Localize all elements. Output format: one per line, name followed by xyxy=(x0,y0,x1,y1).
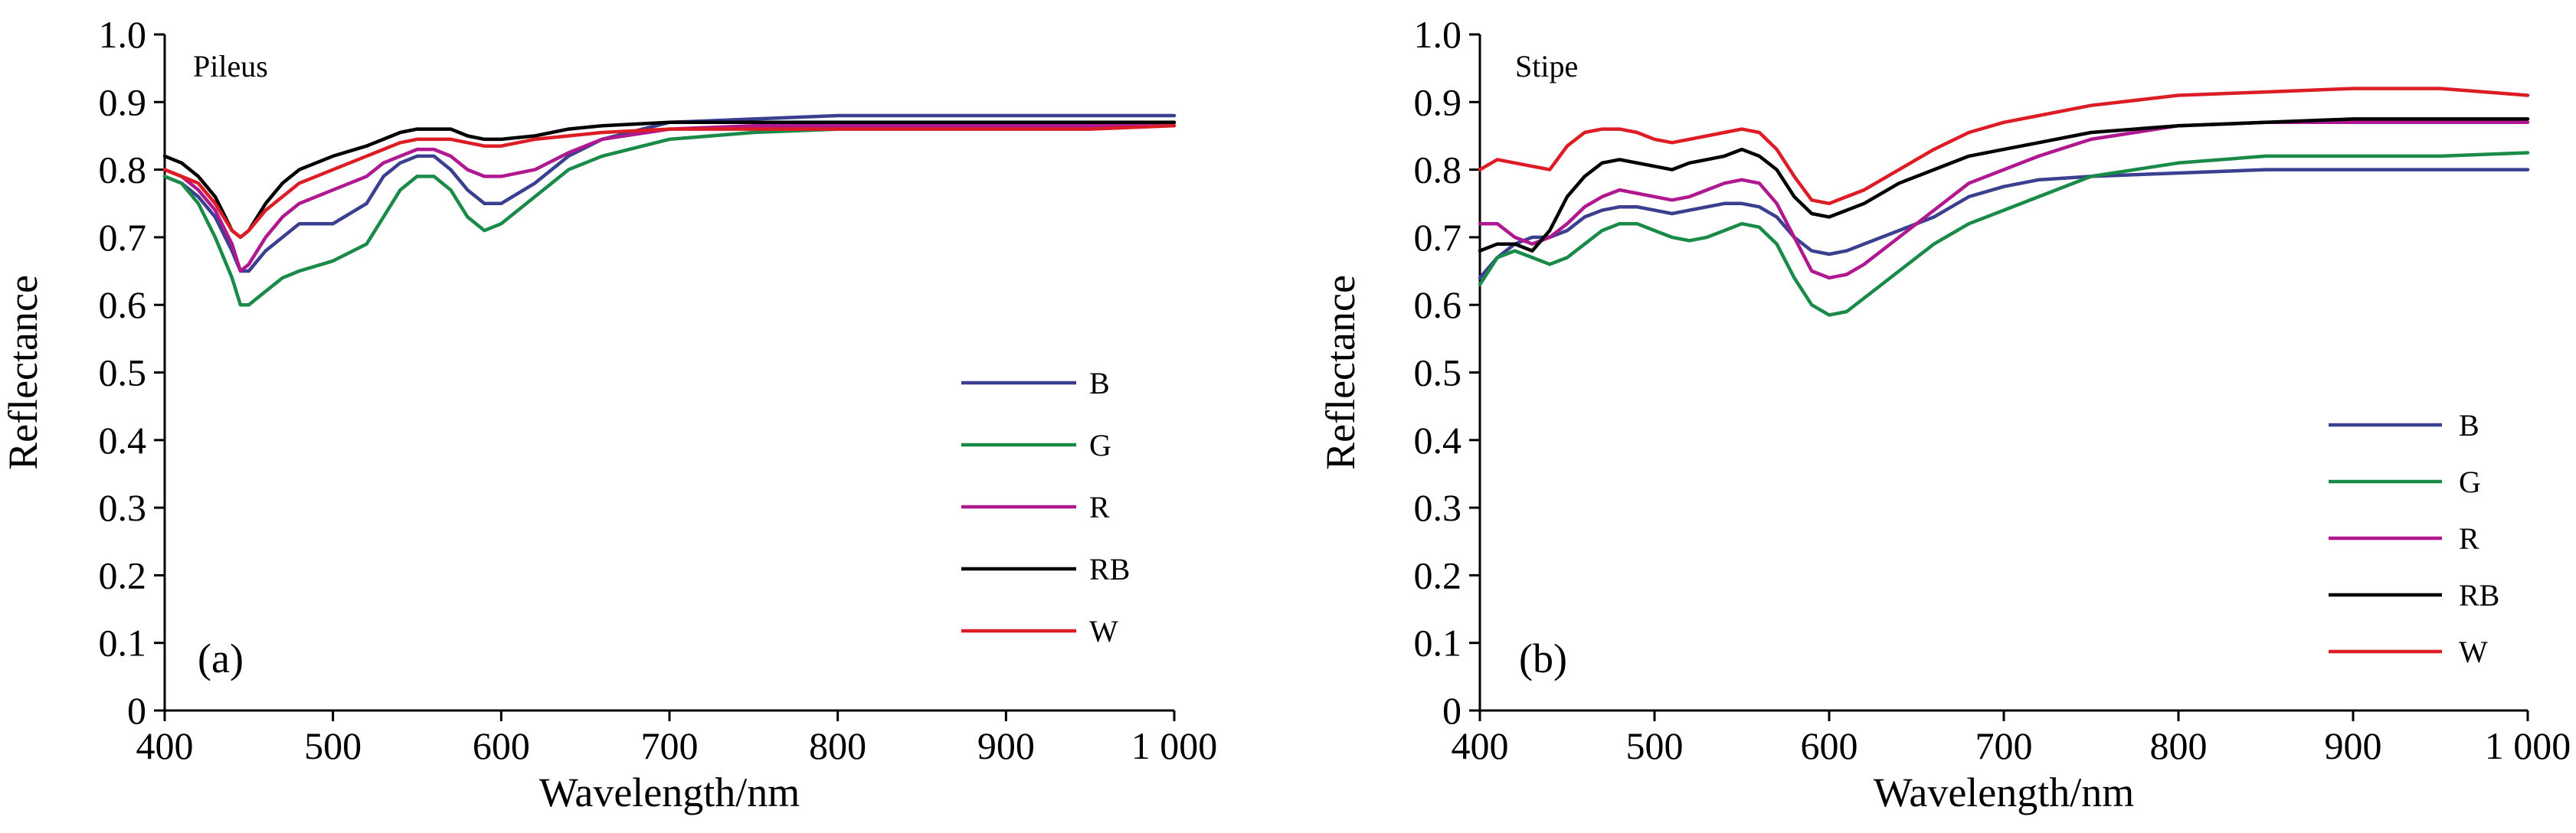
y-tick-label: 0.8 xyxy=(1414,149,1462,191)
x-axis-title: Wavelength/nm xyxy=(539,769,800,815)
x-axis-title: Wavelength/nm xyxy=(1874,769,2135,815)
legend: BGR RB W xyxy=(961,366,1130,648)
y-tick-label: 0.7 xyxy=(99,216,147,259)
x-tick-label: 800 xyxy=(2150,724,2208,767)
panel-label: (b) xyxy=(1519,635,1567,681)
legend: BGR RB W xyxy=(2329,408,2499,669)
x-tick-label: 400 xyxy=(1452,724,1509,767)
panel-title: Stipe xyxy=(1515,49,1578,83)
series-line-b xyxy=(1478,168,2530,280)
y-tick-label: 1.0 xyxy=(99,13,147,56)
x-tick-label: 500 xyxy=(1626,724,1684,767)
x-tick-label: 700 xyxy=(1975,724,2033,767)
y-tick-label: 0.5 xyxy=(1414,351,1462,394)
series-line-w xyxy=(1478,87,2530,206)
legend-label-rb: RB xyxy=(2459,578,2499,612)
y-tick-label: 0.6 xyxy=(99,283,147,326)
x-tick-label: 900 xyxy=(2325,724,2382,767)
y-tick-label: 0.2 xyxy=(99,554,147,596)
x-tick-label: 600 xyxy=(1801,724,1858,767)
y-tick-label: 0.9 xyxy=(99,80,147,123)
y-tick-label: 0.9 xyxy=(1414,80,1462,123)
y-tick-label: 0.2 xyxy=(1414,554,1462,596)
panel-label: (a) xyxy=(198,635,244,681)
y-tick-label: 0.1 xyxy=(1414,622,1462,665)
x-tick-label: 500 xyxy=(304,724,362,767)
x-tick-label: 1 000 xyxy=(2485,724,2571,767)
x-tick-label: 900 xyxy=(977,724,1035,767)
x-tick-label: 600 xyxy=(473,724,530,767)
x-tick-label: 400 xyxy=(136,724,194,767)
y-tick-label: 0 xyxy=(1442,689,1461,732)
series-line-r xyxy=(162,120,1177,273)
series-line-rb xyxy=(1478,117,2530,253)
x-tick-label: 1 000 xyxy=(1131,724,1218,767)
series-line-w xyxy=(162,123,1177,240)
y-tick-label: 0.3 xyxy=(99,486,147,529)
legend-label-b: B xyxy=(2459,408,2479,443)
y-tick-label: 0.4 xyxy=(99,419,147,462)
legend-label-w: W xyxy=(1089,614,1118,648)
series-line-r xyxy=(1478,120,2530,280)
y-tick-label: 0.3 xyxy=(1414,486,1462,529)
y-tick-label: 0 xyxy=(127,689,146,732)
panel-title: Pileus xyxy=(193,49,268,83)
legend-label-b: B xyxy=(1089,366,1110,400)
x-tick-label: 800 xyxy=(809,724,866,767)
y-tick-label: 0.8 xyxy=(99,149,147,191)
legend-label-w: W xyxy=(2459,635,2488,669)
panel-pileus: 0 0.1 0.2 0.3 0.4 0.5 0.6 0.7 0.8 0.9 1.0 400 500 600… xyxy=(0,13,1217,815)
y-tick-label: 0.1 xyxy=(99,622,147,665)
legend-label-g: G xyxy=(2459,465,2481,499)
y-tick-label: 0.4 xyxy=(1414,419,1462,462)
y-axis-title: Reflectance xyxy=(0,275,46,470)
y-tick-label: 1.0 xyxy=(1414,13,1462,56)
legend-label-r: R xyxy=(2459,521,2479,556)
y-tick-label: 0.5 xyxy=(99,351,147,394)
legend-label-rb: RB xyxy=(1089,552,1130,586)
series-line-g xyxy=(162,120,1177,307)
x-tick-label: 700 xyxy=(641,724,699,767)
panel-stipe: 0 0.1 0.2 0.3 0.4 0.5 0.6 0.7 0.8 0.9 1.0 400 500 600… xyxy=(1317,13,2571,815)
legend-label-g: G xyxy=(1089,428,1111,462)
y-axis-title: Reflectance xyxy=(1317,275,1363,470)
y-tick-label: 0.7 xyxy=(1414,216,1462,259)
y-tick-label: 0.6 xyxy=(1414,283,1462,326)
legend-label-r: R xyxy=(1089,490,1110,524)
series-line-g xyxy=(1478,151,2530,317)
